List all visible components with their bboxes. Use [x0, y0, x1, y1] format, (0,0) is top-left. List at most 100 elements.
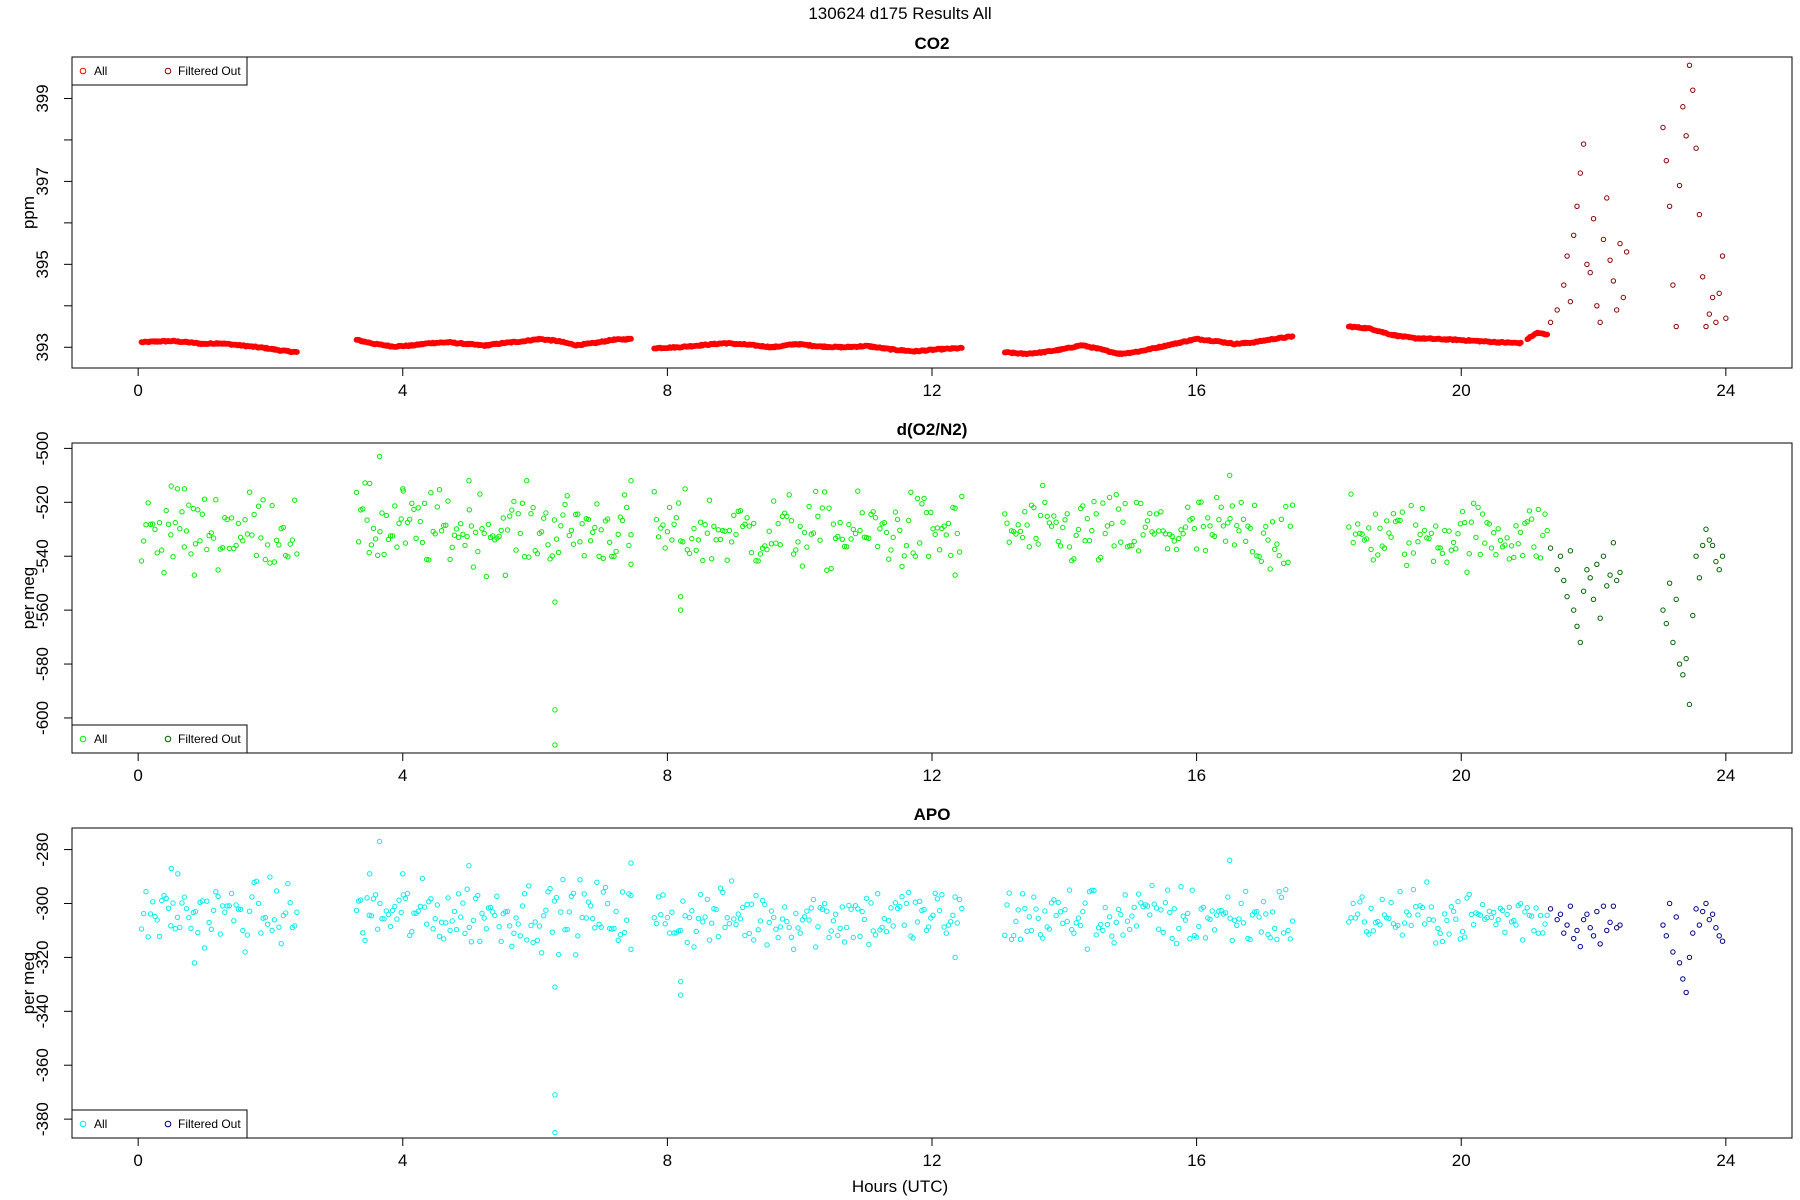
point-all: [1466, 891, 1472, 897]
panels-group: CO2 0 4 8 12 16 20 24 393 395 397 399 ppm All Filtered…: [19, 34, 1793, 1170]
point-all: [621, 492, 628, 498]
point-all: [513, 547, 519, 553]
point-all: [1433, 940, 1439, 946]
point-all: [921, 495, 927, 502]
y-tick-label: 395: [33, 250, 52, 278]
point-filtered-out: [1703, 526, 1709, 532]
point-all: [908, 489, 914, 495]
point-filtered-out: [1683, 989, 1689, 996]
point-all: [917, 540, 923, 546]
point-all: [1082, 538, 1088, 544]
point-all: [1544, 912, 1550, 918]
point-all: [549, 929, 555, 935]
point-all: [441, 522, 447, 529]
point-all: [934, 896, 941, 902]
point-all: [886, 556, 892, 562]
point-all: [804, 544, 810, 550]
point-all: [141, 538, 147, 544]
point-all: [381, 916, 387, 922]
x-tick-label: 16: [1187, 1151, 1206, 1170]
point-filtered-out: [1600, 903, 1607, 909]
point-all: [932, 890, 938, 896]
point-all: [1162, 900, 1169, 906]
point-all: [956, 549, 963, 555]
point-all: [1178, 884, 1184, 890]
point-all: [1280, 930, 1287, 936]
point-all: [859, 510, 865, 516]
point-all: [1479, 901, 1486, 908]
point-all: [1446, 931, 1452, 937]
point-all: [1051, 897, 1057, 903]
y-tick-label: -560: [33, 593, 52, 627]
point-all: [1448, 904, 1455, 910]
point-all: [724, 915, 730, 921]
point-all: [1205, 515, 1211, 521]
point-all: [810, 530, 817, 536]
point-all: [165, 905, 172, 911]
point-all: [407, 516, 413, 522]
point-all: [1287, 523, 1294, 529]
point-all: [768, 541, 775, 547]
point-all: [453, 526, 460, 532]
point-all: [271, 917, 278, 923]
point-all: [897, 527, 903, 533]
point-all: [417, 903, 423, 909]
point-all: [534, 551, 541, 557]
y-tick-label: -360: [33, 1048, 52, 1082]
point-all: [600, 889, 606, 895]
point-all: [242, 949, 248, 955]
x-tick-label: 0: [133, 381, 142, 400]
point-all: [269, 502, 275, 509]
point-all: [387, 923, 394, 930]
point-all: [700, 557, 706, 564]
point-all: [458, 521, 464, 527]
point-all: [552, 707, 558, 713]
point-all: [536, 923, 543, 929]
point-all: [897, 903, 903, 910]
x-tick-label: 24: [1716, 381, 1735, 400]
point-all: [387, 533, 394, 539]
point-all: [930, 912, 936, 918]
point-all: [524, 478, 530, 484]
point-all: [870, 509, 876, 515]
point-all: [1247, 525, 1253, 531]
point-all: [621, 929, 628, 936]
panel-3: APO 0 4 8 12 16 20 24 -380 -360 -340 -320 -300 -280 pe…: [19, 805, 1793, 1170]
point-all: [1444, 559, 1450, 565]
point-all: [190, 505, 197, 512]
point-all: [1269, 519, 1276, 525]
point-all: [695, 915, 702, 922]
point-all: [1147, 510, 1153, 517]
point-all: [786, 924, 792, 931]
point-filtered-out: [1686, 62, 1693, 68]
point-all: [952, 954, 958, 961]
point-all: [264, 921, 271, 927]
point-all: [147, 521, 154, 527]
point-all: [722, 924, 728, 931]
point-all: [208, 926, 215, 932]
point-filtered-out: [1597, 941, 1603, 947]
point-all: [724, 557, 730, 563]
point-all: [859, 908, 865, 915]
point-all: [1491, 530, 1497, 536]
point-all: [1118, 539, 1124, 545]
point-all: [1086, 538, 1093, 544]
point-all: [1060, 920, 1066, 926]
point-all: [258, 535, 264, 541]
point-filtered-out: [1580, 916, 1587, 923]
point-filtered-out: [1597, 615, 1603, 621]
point-all: [1120, 519, 1126, 525]
point-all: [1189, 887, 1195, 893]
point-all: [664, 914, 671, 921]
point-all: [1381, 912, 1388, 918]
point-filtered-out: [1706, 916, 1713, 923]
point-all: [1372, 511, 1379, 517]
point-filtered-out: [1660, 607, 1666, 613]
point-all: [455, 891, 462, 897]
point-filtered-out: [1557, 553, 1564, 559]
point-all: [1419, 505, 1426, 512]
point-all: [183, 528, 190, 534]
point-filtered-out: [1713, 925, 1719, 931]
point-filtered-out: [1693, 906, 1699, 912]
